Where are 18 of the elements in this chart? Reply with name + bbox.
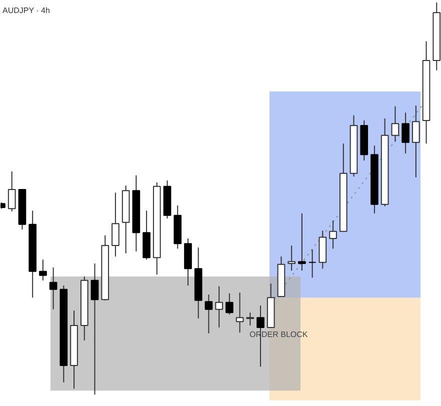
candlestick [49,266,58,310]
candlestick [288,245,296,272]
candlestick [236,292,244,334]
candlestick [112,192,120,258]
candlestick [412,105,420,178]
candlestick [246,312,254,326]
candlestick [226,292,234,316]
candlestick [298,212,306,272]
candlestick [308,248,316,278]
candlestick [204,294,213,334]
candlestick [8,170,16,212]
text: AUDJPY · 4h [2,6,50,15]
candlestick [39,259,47,281]
candlestick [391,106,400,142]
candlestick [402,112,410,154]
candlestick [90,263,99,396]
candlestick [329,220,337,250]
candlestick [215,286,223,328]
